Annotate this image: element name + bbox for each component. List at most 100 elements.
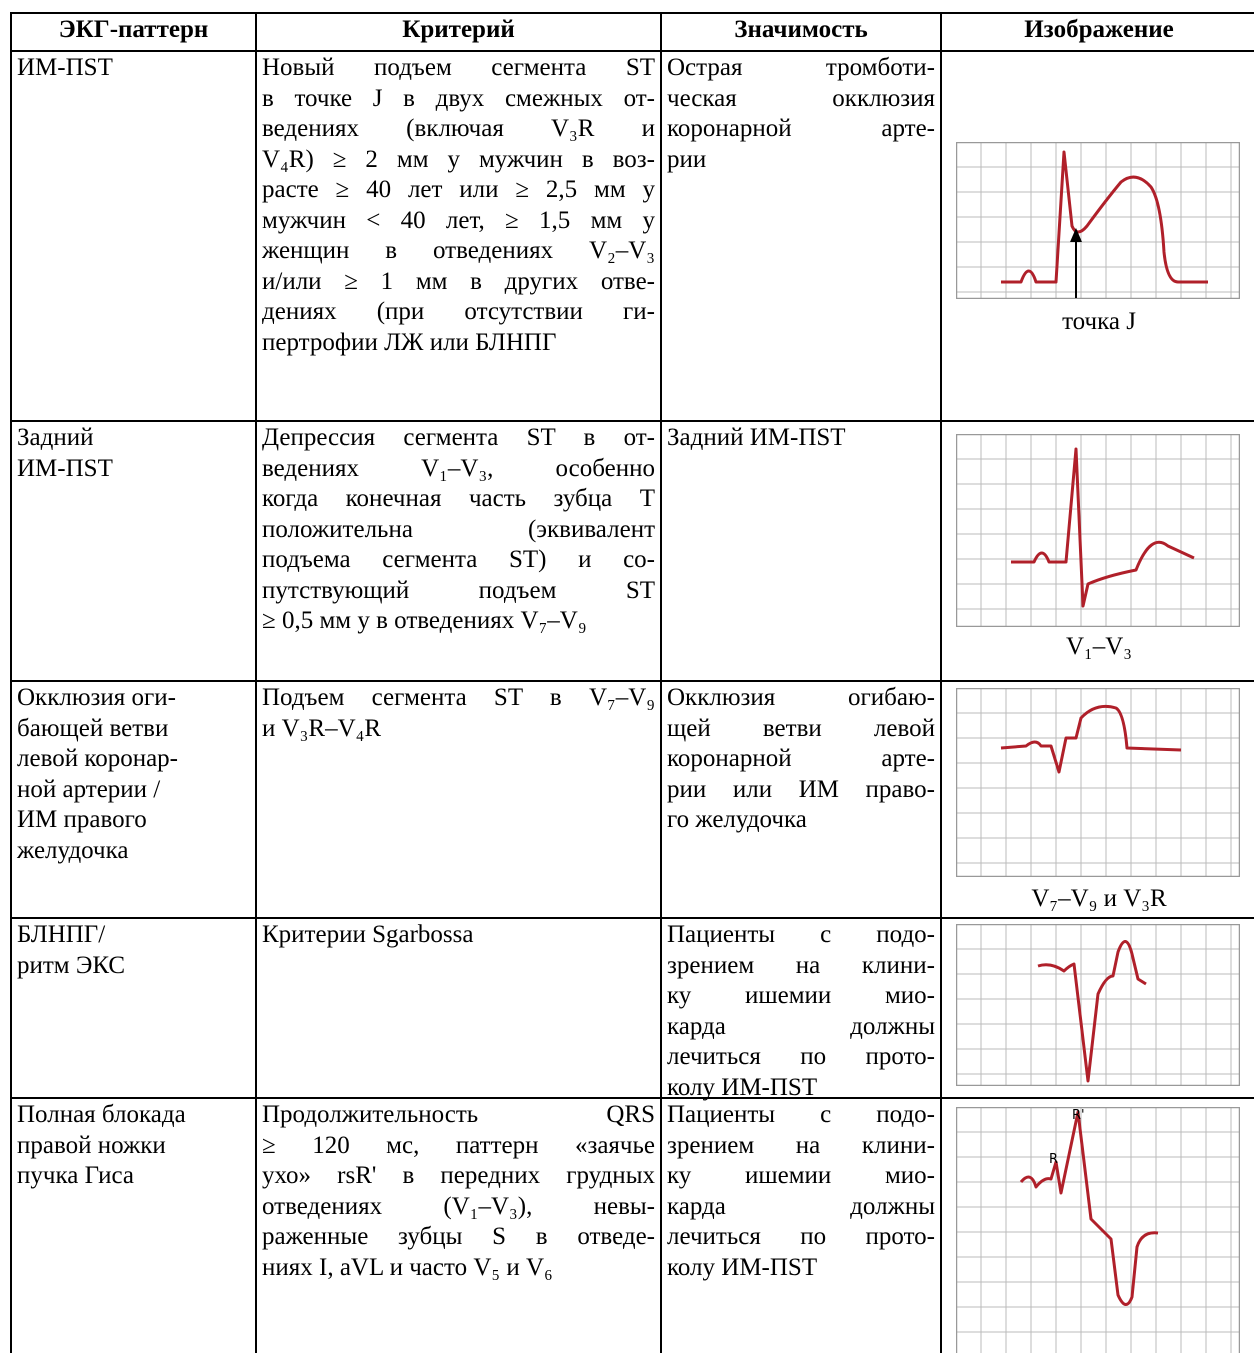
cell-line: и V₃R–V₄R bbox=[262, 714, 655, 745]
cell-line: БЛНПГ/ bbox=[17, 920, 250, 951]
cell-line: и/или ≥ 1 мм в других отве- bbox=[262, 267, 655, 298]
cell-line: Пациенты с подо- bbox=[667, 1100, 935, 1131]
image-border bbox=[957, 689, 1240, 877]
table-cell: Критерии Sgarbossa bbox=[255, 917, 660, 1097]
ecg-image bbox=[956, 688, 1240, 877]
cell-line: Новый подъем сегмента ST bbox=[262, 53, 655, 84]
ecg-image: R' R bbox=[956, 1107, 1240, 1353]
cell-line: подъема сегмента ST) и со- bbox=[262, 545, 655, 576]
cell-line: ИМ-ПST bbox=[17, 53, 250, 84]
image-cell: V₁–V₃ bbox=[940, 420, 1254, 680]
image-border bbox=[957, 1108, 1240, 1353]
cell-line: мужчин < 40 лет, ≥ 1,5 мм у bbox=[262, 206, 655, 237]
cell-line: раженные зубцы S в отведе- bbox=[262, 1222, 655, 1253]
cell-line: зрением на клини- bbox=[667, 1131, 935, 1162]
header-cell: Изображение bbox=[940, 12, 1254, 50]
image-cell: точка J bbox=[940, 50, 1254, 420]
image-cell: V₇–V₉ и V₃R bbox=[940, 680, 1254, 917]
cell-line: Депрессия сегмента ST в от- bbox=[262, 423, 655, 454]
cell-line: зрением на клини- bbox=[667, 951, 935, 982]
cell-line: ИМ правого bbox=[17, 805, 250, 836]
cell-line: бающей ветви bbox=[17, 714, 250, 745]
cell-line: женщин в отведениях V₂–V₃ bbox=[262, 236, 655, 267]
cell-line: ку ишемии мио- bbox=[667, 981, 935, 1012]
cell-line: ≥ 120 мс, паттерн «заячье bbox=[262, 1131, 655, 1162]
ecg-trace bbox=[1038, 941, 1146, 1081]
cell-line: расте ≥ 40 лет или ≥ 2,5 мм у bbox=[262, 175, 655, 206]
cell-line: ≥ 0,5 мм у в отведениях V₇–V₉ bbox=[262, 606, 655, 637]
cell-line: путствующий подъем ST bbox=[262, 576, 655, 607]
cell-line: левой коронар- bbox=[17, 744, 250, 775]
table-cell: Пациенты с подо-зрением на клини-ку ишем… bbox=[660, 1097, 940, 1353]
cell-line: ведениях (включая V₃R и bbox=[262, 114, 655, 145]
wave-label: R' bbox=[1072, 1108, 1085, 1123]
cell-line: Полная блокада bbox=[17, 1100, 250, 1131]
cell-line: лечиться по прото- bbox=[667, 1042, 935, 1073]
cell-line: желудочка bbox=[17, 836, 250, 867]
cell-line: ной артерии / bbox=[17, 775, 250, 806]
ecg-image bbox=[956, 434, 1240, 627]
wave-label: R bbox=[1049, 1152, 1058, 1167]
image-caption: точка J bbox=[942, 307, 1254, 338]
cell-line: отведениях (V₁–V₃), невы- bbox=[262, 1192, 655, 1223]
table-cell: БЛНПГ/ритм ЭКС bbox=[10, 917, 255, 1097]
cell-line: ведениях V₁–V₃, особенно bbox=[262, 454, 655, 485]
cell-line: Окклюзия оги- bbox=[17, 683, 250, 714]
cell-line: рии bbox=[667, 145, 935, 176]
image-cell bbox=[940, 917, 1254, 1097]
cell-line: карда должны bbox=[667, 1012, 935, 1043]
cell-line: пертрофии ЛЖ или БЛНПГ bbox=[262, 328, 655, 359]
cell-line: ниях I, aVL и часто V₅ и V₆ bbox=[262, 1253, 655, 1284]
cell-line: дениях (при отсутствии ги- bbox=[262, 297, 655, 328]
table-cell: Продолжительность QRS≥ 120 мс, паттерн «… bbox=[255, 1097, 660, 1353]
cell-line: Задний ИМ-ПST bbox=[667, 423, 935, 454]
header-cell: Критерий bbox=[255, 12, 660, 50]
image-caption: V₇–V₉ и V₃R bbox=[942, 884, 1254, 915]
ecg-trace bbox=[1011, 449, 1194, 606]
cell-line: Продолжительность QRS bbox=[262, 1100, 655, 1131]
cell-line: рии или ИМ право- bbox=[667, 775, 935, 806]
table-cell: Задний ИМ-ПST bbox=[660, 420, 940, 680]
cell-line: ритм ЭКС bbox=[17, 951, 250, 982]
header-cell: ЭКГ-паттерн bbox=[10, 12, 255, 50]
ecg-image bbox=[956, 142, 1240, 299]
cell-line: когда конечная часть зубца T bbox=[262, 484, 655, 515]
cell-line: ухо» rsR' в передних грудных bbox=[262, 1161, 655, 1192]
cell-line: ИМ-ПST bbox=[17, 454, 250, 485]
image-cell: R' R bbox=[940, 1097, 1254, 1353]
cell-line: колу ИМ-ПST bbox=[667, 1253, 935, 1284]
page: ЭКГ-паттернКритерийЗначимостьИзображение… bbox=[0, 0, 1254, 1353]
cell-line: Окклюзия огибаю- bbox=[667, 683, 935, 714]
cell-line: пучка Гиса bbox=[17, 1161, 250, 1192]
cell-line: ческая окклюзия bbox=[667, 84, 935, 115]
cell-line: го желудочка bbox=[667, 805, 935, 836]
ecg-trace bbox=[1001, 706, 1181, 772]
ecg-trace bbox=[1021, 1112, 1158, 1305]
cell-line: Задний bbox=[17, 423, 250, 454]
table-cell: ИМ-ПST bbox=[10, 50, 255, 420]
cell-line: Критерии Sgarbossa bbox=[262, 920, 655, 951]
table-cell: Пациенты с подо-зрением на клини-ку ишем… bbox=[660, 917, 940, 1097]
image-border bbox=[957, 143, 1240, 299]
cell-line: лечиться по прото- bbox=[667, 1222, 935, 1253]
cell-line: Острая тромботи- bbox=[667, 53, 935, 84]
cell-line: Подъем сегмента ST в V₇–V₉ bbox=[262, 683, 655, 714]
cell-line: положительна (эквивалент bbox=[262, 515, 655, 546]
cell-line: в точке J в двух смежных от- bbox=[262, 84, 655, 115]
table-cell: Депрессия сегмента ST в от-ведениях V₁–V… bbox=[255, 420, 660, 680]
cell-line: V₄R) ≥ 2 мм у мужчин в воз- bbox=[262, 145, 655, 176]
ecg-image bbox=[956, 924, 1240, 1086]
header-cell: Значимость bbox=[660, 12, 940, 50]
cell-line: коронарной арте- bbox=[667, 744, 935, 775]
cell-line: Пациенты с подо- bbox=[667, 920, 935, 951]
cell-line: коронарной арте- bbox=[667, 114, 935, 145]
cell-line: щей ветви левой bbox=[667, 714, 935, 745]
image-border bbox=[957, 435, 1240, 627]
